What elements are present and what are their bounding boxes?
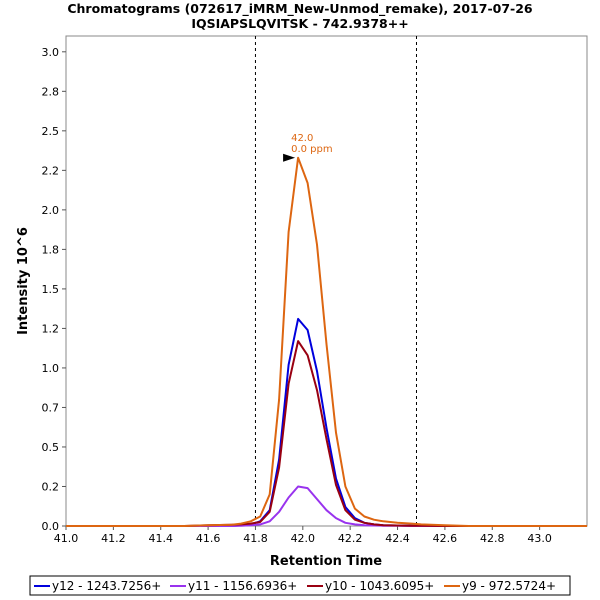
y-tick-label: 0.7 (42, 401, 60, 414)
legend-label: y11 - 1156.6936+ (188, 579, 297, 593)
legend-label: y10 - 1043.6095+ (325, 579, 434, 593)
x-tick-label: 42.4 (385, 532, 410, 545)
peak-ppm-label: 0.0 ppm (291, 144, 333, 155)
y-tick-label: 0.5 (42, 441, 60, 454)
y-tick-label: 0.2 (42, 480, 60, 493)
legend-label: y12 - 1243.7256+ (52, 579, 161, 593)
legend-box (29, 575, 571, 596)
x-axis-label: Retention Time (270, 554, 382, 569)
y-tick-label: 2.2 (42, 164, 60, 177)
series-line (66, 156, 587, 527)
legend-label: y9 - 972.5724+ (462, 579, 556, 593)
y-tick-label: 1.8 (42, 243, 60, 256)
x-tick-label: 41.4 (148, 532, 173, 545)
y-tick-label: 3.0 (42, 46, 60, 59)
y-tick-label: 1.2 (42, 322, 60, 335)
x-tick-label: 42.0 (291, 532, 316, 545)
legend: y12 - 1243.7256+ y11 - 1156.6936+ y10 - 10… (34, 579, 556, 593)
peak-rt-label: 42.0 (291, 133, 313, 144)
plot-area (65, 35, 588, 527)
series-lines (66, 156, 587, 527)
x-tick-label: 41.6 (196, 532, 221, 545)
y-tick-label: 1.0 (42, 362, 60, 375)
y-tick-label: 1.5 (42, 283, 60, 296)
x-tick-label: 42.2 (338, 532, 363, 545)
x-tick-label: 42.6 (433, 532, 458, 545)
peak-annotation: 42.00.0 ppm (283, 133, 333, 162)
y-tick-label: 2.0 (42, 204, 60, 217)
chart-subtitle: IQSIAPSLQVITSK - 742.9378++ (191, 16, 408, 31)
y-tick-label: 2.5 (42, 125, 60, 138)
y-tick-label: 0.0 (42, 520, 60, 533)
x-tick-label: 43.0 (527, 532, 552, 545)
x-tick-label: 41.8 (243, 532, 268, 545)
x-axis-ticks: 41.0 41.2 41.4 41.6 41.8 42.0 42.2 42.4 42.6 42.8… (54, 526, 552, 545)
x-tick-label: 41.0 (54, 532, 79, 545)
y-axis-label: Intensity 10^6 (16, 227, 31, 335)
chart-title: Chromatograms (072617_iMRM_New-Unmod_rem… (67, 1, 533, 17)
x-tick-label: 42.8 (480, 532, 505, 545)
x-tick-label: 41.2 (101, 532, 126, 545)
y-tick-label: 2.8 (42, 85, 60, 98)
peak-marker-arrow (283, 153, 296, 162)
y-axis-ticks: 0.0 0.2 0.5 0.7 1.0 1.2 1.5 1.8 2.0 2.2 2.5 2.8 3.0 (42, 46, 66, 533)
integration-boundaries (254, 36, 417, 526)
